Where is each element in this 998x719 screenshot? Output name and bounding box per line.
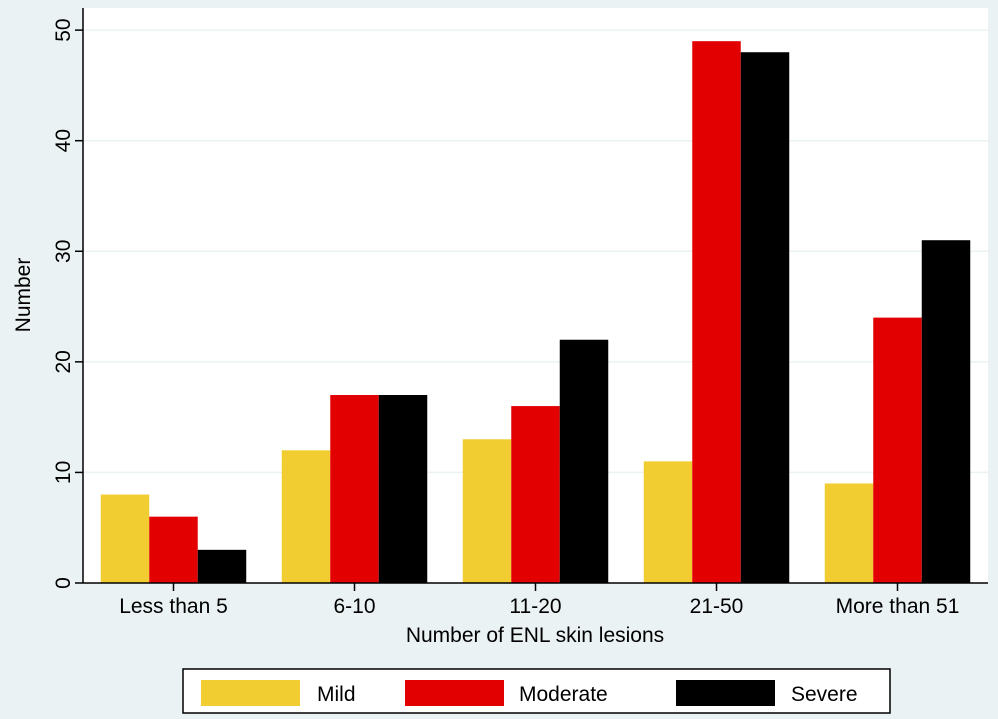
y-tick-label: 30 [52,240,75,263]
bar-moderate [511,406,560,583]
legend: Mild Moderate Severe [182,668,891,714]
bar-mild [100,494,150,583]
y-tick-label: 10 [52,461,75,484]
bar-severe [378,395,428,583]
bar-mild [643,461,693,583]
x-tick-label: 21-50 [690,595,744,618]
legend-label-moderate: Moderate [519,683,608,706]
bar-moderate [873,317,922,583]
bar-severe [921,240,971,583]
x-tick-label: 11-20 [509,595,561,618]
bar-mild [462,439,512,583]
axes [75,8,988,591]
bar-moderate [330,395,379,583]
bar-moderate [149,516,198,583]
legend-swatch-moderate [405,680,504,706]
legend-label-severe: Severe [791,683,858,706]
x-tick-label: Less than 5 [119,595,228,618]
x-axis-title: Number of ENL skin lesions [406,624,664,647]
x-tick-label: More than 51 [836,595,960,618]
bar-severe [740,52,790,583]
legend-swatch-severe [676,680,775,706]
y-tick-label: 20 [52,350,75,373]
legend-label-mild: Mild [317,683,356,706]
y-tick-label: 50 [52,18,75,41]
y-tick-label: 0 [52,577,75,589]
bar-mild [281,450,331,583]
bar-severe [197,549,247,583]
y-tick-label: 40 [52,129,75,152]
x-tick-labels: Less than 5 6-10 11-20 21-50 More than 51 [119,595,959,618]
y-tick-labels: 0 10 20 30 40 50 [52,18,75,588]
bars [100,41,971,583]
legend-swatch-mild [201,680,300,706]
x-tick-label: 6-10 [333,595,375,618]
bar-severe [559,339,609,583]
bar-moderate [692,41,741,583]
bar-mild [824,483,874,583]
y-axis-title: Number [12,258,35,333]
